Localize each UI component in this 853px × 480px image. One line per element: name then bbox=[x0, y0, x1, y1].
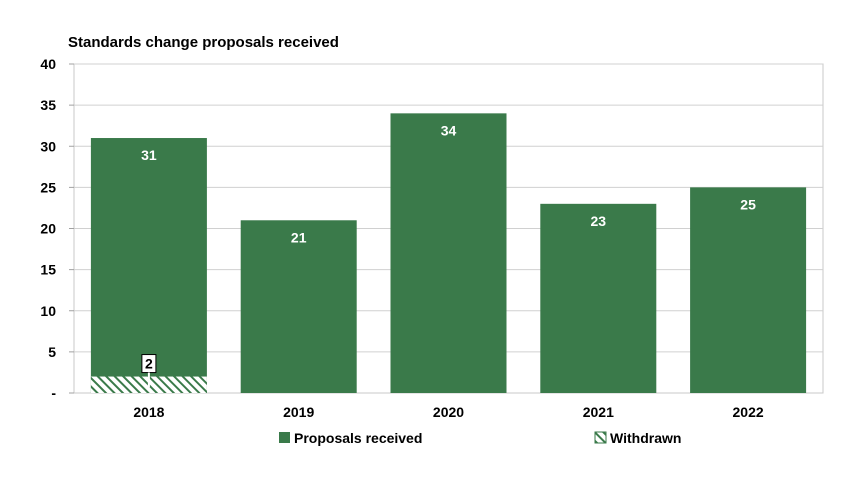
legend-swatch-proposals bbox=[279, 432, 290, 443]
bar-proposals-2021 bbox=[540, 203, 657, 393]
x-tick-label-2022: 2022 bbox=[733, 404, 764, 420]
y-tick-label: 35 bbox=[40, 97, 56, 113]
x-tick-label-2019: 2019 bbox=[283, 404, 314, 420]
data-labels: 31 2 21 34 23 25 bbox=[141, 122, 756, 387]
data-label-proposals-2022: 25 bbox=[740, 196, 756, 212]
y-tick-label: 5 bbox=[48, 344, 56, 360]
y-axis-ticks: - 5 10 15 20 25 30 35 40 bbox=[40, 56, 74, 401]
data-label-withdrawn-2018: 2 bbox=[145, 356, 153, 372]
legend: Proposals received Withdrawn bbox=[279, 430, 681, 446]
bar-proposals-2019 bbox=[240, 220, 357, 393]
legend-label-proposals: Proposals received bbox=[294, 430, 422, 446]
legend-swatch-withdrawn bbox=[594, 431, 607, 444]
y-tick-label: - bbox=[51, 385, 56, 401]
data-label-proposals-2018: 31 bbox=[141, 147, 157, 163]
data-label-proposals-2019: 21 bbox=[291, 229, 307, 245]
bar-proposals-2022 bbox=[690, 187, 807, 393]
y-tick-label: 10 bbox=[40, 303, 56, 319]
x-axis-ticks: 2018 2019 2020 2021 2022 bbox=[133, 404, 764, 420]
x-tick-label-2018: 2018 bbox=[133, 404, 164, 420]
x-tick-label-2020: 2020 bbox=[433, 404, 464, 420]
data-label-proposals-2021: 23 bbox=[591, 213, 607, 229]
y-tick-label: 20 bbox=[40, 221, 56, 237]
data-label-proposals-2020: 34 bbox=[441, 122, 457, 138]
y-tick-label: 15 bbox=[40, 262, 56, 278]
y-tick-label: 25 bbox=[40, 179, 56, 195]
bars bbox=[90, 113, 807, 393]
legend-label-withdrawn: Withdrawn bbox=[610, 430, 681, 446]
y-tick-label: 40 bbox=[40, 56, 56, 72]
chart-title: Standards change proposals received bbox=[68, 34, 339, 51]
bar-proposals-2018 bbox=[90, 138, 207, 393]
bar-proposals-2020 bbox=[390, 113, 507, 393]
y-tick-label: 30 bbox=[40, 138, 56, 154]
x-tick-label-2021: 2021 bbox=[583, 404, 614, 420]
